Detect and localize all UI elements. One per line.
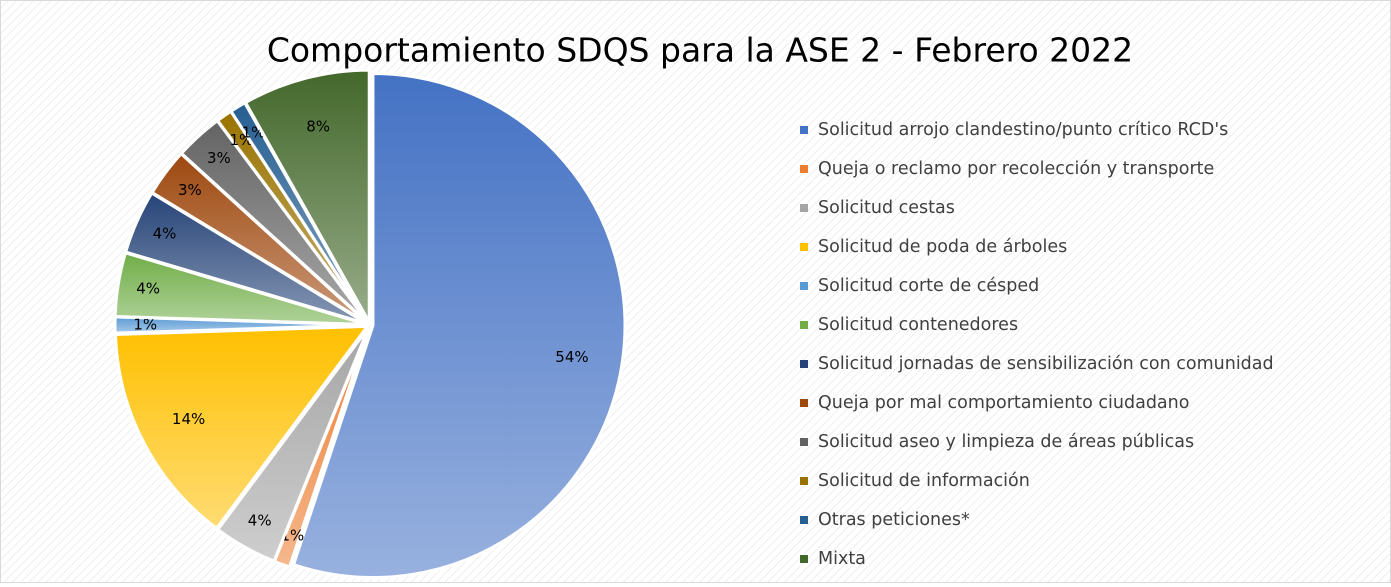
legend-swatch [800,165,808,173]
legend-label: Queja o reclamo por recolección y transp… [818,159,1214,179]
chart-title: Comportamiento SDQS para la ASE 2 - Febr… [267,31,1133,70]
legend-label: Otras peticiones* [818,510,970,530]
pie-slice [113,324,371,531]
data-label: 4% [248,511,272,529]
legend-label: Solicitud aseo y limpieza de áreas públi… [818,432,1194,452]
legend-label: Solicitud contenedores [818,315,1018,335]
legend-swatch [800,555,808,563]
pie-slice [243,68,371,328]
data-label: 3% [178,181,202,199]
legend-swatch [800,126,808,134]
data-label: 1% [133,316,157,334]
data-label: 54% [555,348,588,366]
legend-swatch [800,399,808,407]
pie-slice [215,326,370,564]
legend-swatch [800,516,808,524]
legend-label: Solicitud corte de césped [818,276,1039,296]
legend-label: Solicitud de información [818,471,1030,491]
legend-label: Solicitud arrojo clandestino/punto críti… [818,120,1228,140]
legend-label: Solicitud de poda de árboles [818,237,1067,257]
legend-label: Mixta [818,549,866,569]
legend-swatch [800,243,808,251]
data-label: 14% [172,410,205,428]
data-label: 4% [153,225,177,243]
legend-swatch [800,204,808,212]
data-label: 4% [136,280,160,298]
legend-label: Queja por mal comportamiento ciudadano [818,393,1189,413]
legend-swatch [800,282,808,290]
data-label: 3% [207,149,231,167]
legend-swatch [800,477,808,485]
legend-swatch [800,321,808,329]
legend-swatch [800,360,808,368]
legend-swatch [800,438,808,446]
data-label: 8% [306,118,330,136]
pie-slice [291,71,627,579]
legend-label: Solicitud jornadas de sensibilización co… [818,354,1274,374]
legend-label: Solicitud cestas [818,198,955,218]
